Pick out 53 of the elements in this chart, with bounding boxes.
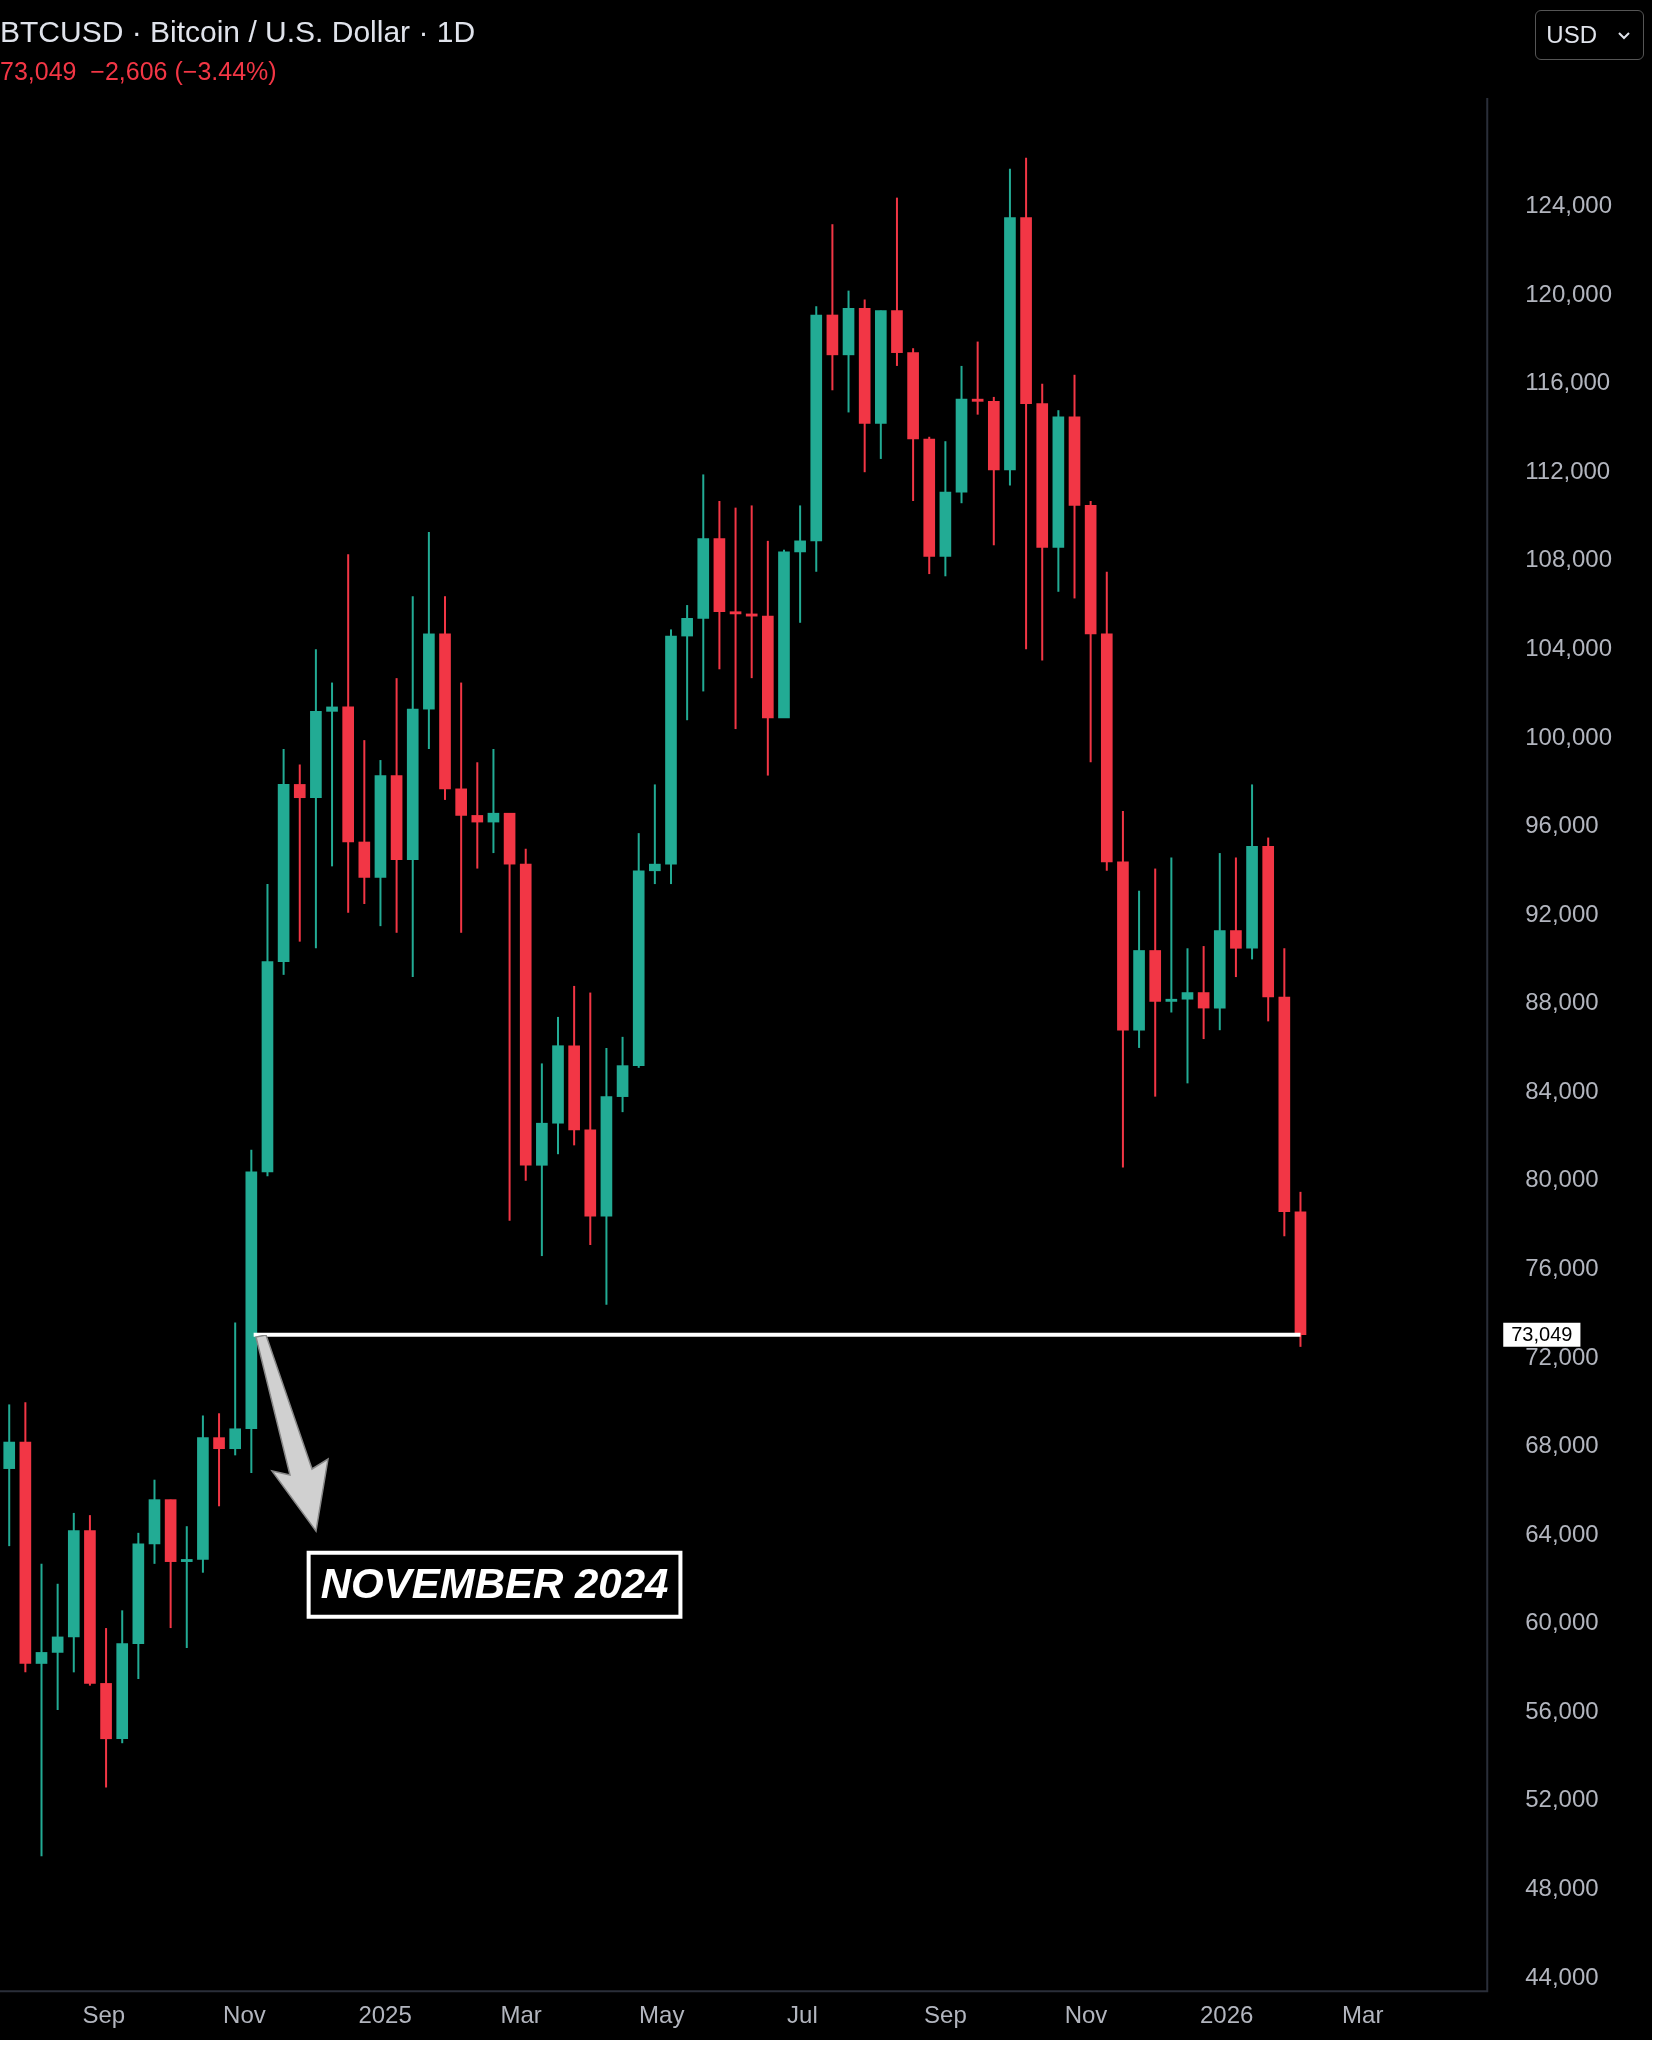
candlestick — [213, 1412, 225, 1508]
y-tick-label: 48,000 — [1525, 1873, 1599, 1901]
x-tick-label: Jul — [787, 2001, 818, 2029]
x-tick-label: Sep — [924, 2001, 967, 2029]
y-tick-label: 44,000 — [1525, 1962, 1599, 1990]
chart-subtitle: 73,049 −2,606 (−3.44%) — [0, 56, 277, 85]
y-tick-label: 116,000 — [1525, 368, 1611, 396]
x-tick-label: 2025 — [358, 2001, 412, 2029]
candlestick — [681, 604, 693, 722]
x-tick-label: 2026 — [1199, 2001, 1254, 2029]
candlestick — [180, 1525, 193, 1649]
candlestick — [794, 504, 806, 624]
y-tick-label: 64,000 — [1525, 1519, 1599, 1547]
candlestick — [1165, 856, 1178, 1014]
x-tick-label: Mar — [1342, 2001, 1384, 2029]
candlestick — [471, 761, 484, 870]
y-tick-label: 120,000 — [1525, 279, 1613, 307]
candlestick — [971, 340, 984, 416]
candlestick — [455, 681, 467, 934]
x-tick-label: Mar — [500, 2001, 542, 2029]
text: 73,049 — [1511, 1323, 1573, 1346]
candlestick — [1197, 945, 1210, 1041]
y-tick-label: 108,000 — [1525, 545, 1613, 573]
y-tick-label: 96,000 — [1525, 811, 1599, 839]
y-tick-label: 124,000 — [1525, 191, 1613, 219]
y-tick-label: 60,000 — [1525, 1608, 1599, 1636]
y-tick-label: 92,000 — [1525, 899, 1599, 927]
y-tick-label: 104,000 — [1525, 633, 1613, 661]
candlestick — [326, 681, 338, 868]
candlestick — [1181, 947, 1194, 1085]
x-tick-label: Nov — [223, 2001, 266, 2029]
candlestick — [729, 506, 742, 731]
y-tick-label: 84,000 — [1525, 1076, 1599, 1104]
y-tick-label: 76,000 — [1525, 1253, 1599, 1281]
y-tick-label: 80,000 — [1525, 1165, 1599, 1193]
candlestick — [51, 1582, 64, 1711]
chart-title: BTCUSD · Bitcoin / U.S. Dollar · 1D — [0, 15, 476, 49]
annotation: NOVEMBER 2024 — [320, 1560, 669, 1608]
text: USD — [1546, 21, 1597, 48]
y-tick-label: 88,000 — [1525, 988, 1599, 1016]
y-tick-label: 56,000 — [1525, 1696, 1599, 1724]
y-tick-label: 68,000 — [1525, 1431, 1599, 1459]
candlestick — [229, 1321, 242, 1457]
y-tick-label: 112,000 — [1525, 456, 1611, 484]
x-tick-label: May — [639, 2001, 685, 2029]
y-tick-label: 52,000 — [1525, 1785, 1599, 1813]
candlestick — [35, 1562, 48, 1858]
x-tick-label: Sep — [82, 2001, 126, 2029]
candlestick — [1230, 856, 1242, 979]
y-tick-label: 100,000 — [1525, 722, 1613, 750]
x-tick-label: Nov — [1064, 2001, 1108, 2029]
candlestick — [649, 783, 661, 886]
candlestick — [293, 763, 306, 943]
